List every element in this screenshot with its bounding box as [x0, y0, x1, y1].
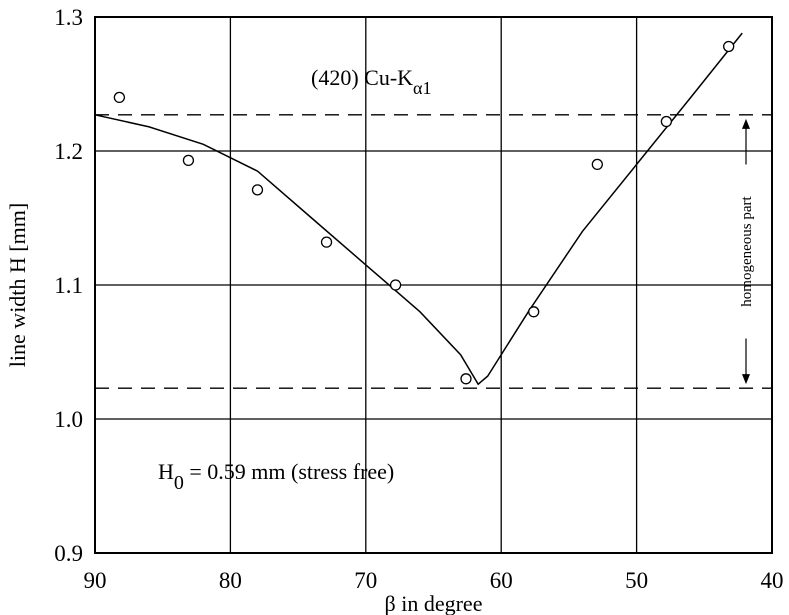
h0-annotation-sub: 0: [174, 472, 184, 494]
grid-lines: [95, 17, 772, 553]
data-point: [113, 91, 126, 104]
x-tick-labels: 90 80 70 60 50 40: [84, 568, 784, 593]
data-points: [113, 40, 735, 385]
homogeneous-part-marker: homogeneous part: [739, 118, 755, 385]
y-tick-label: 1.2: [54, 139, 83, 164]
h0-annotation: H0 = 0.59 mm (stress free): [158, 459, 394, 494]
reflection-annotation-main: (420) Cu-K: [311, 65, 413, 90]
data-point: [320, 236, 333, 248]
data-point: [591, 158, 603, 171]
data-point: [182, 154, 195, 167]
y-tick-labels: 0.9 1.0 1.1 1.2 1.3: [54, 5, 83, 566]
arrow-down-icon: [742, 374, 750, 385]
y-tick-label: 1.3: [54, 5, 83, 30]
x-tick-label: 80: [219, 568, 242, 593]
y-tick-label: 1.0: [54, 407, 83, 432]
x-tick-label: 40: [761, 568, 784, 593]
fit-curve-line: [94, 32, 743, 386]
homogeneous-bounds: [95, 114, 772, 389]
data-point: [460, 373, 472, 385]
data-point: [723, 40, 735, 53]
h0-annotation-rest: = 0.59 mm (stress free): [184, 459, 394, 484]
data-point: [528, 306, 540, 318]
h0-annotation-main: H: [158, 459, 174, 484]
data-point: [251, 184, 264, 196]
data-point: [389, 279, 402, 291]
x-tick-label: 50: [625, 568, 648, 593]
y-tick-label: 0.9: [54, 541, 83, 566]
x-axis-label: β in degree: [385, 591, 483, 615]
arrow-up-icon: [742, 118, 750, 129]
data-point: [660, 115, 673, 128]
reflection-annotation: (420) Cu-Kα1: [311, 65, 431, 98]
reflection-annotation-sub: α1: [413, 78, 431, 98]
y-tick-label: 1.1: [54, 273, 83, 298]
fit-curve: [94, 32, 743, 386]
y-axis-label: line width H [mm]: [5, 203, 30, 367]
homogeneous-part-label: homogeneous part: [739, 195, 755, 306]
x-tick-label: 90: [84, 568, 107, 593]
x-tick-label: 60: [490, 568, 513, 593]
x-tick-label: 70: [354, 568, 377, 593]
plot-frame: [94, 16, 773, 554]
